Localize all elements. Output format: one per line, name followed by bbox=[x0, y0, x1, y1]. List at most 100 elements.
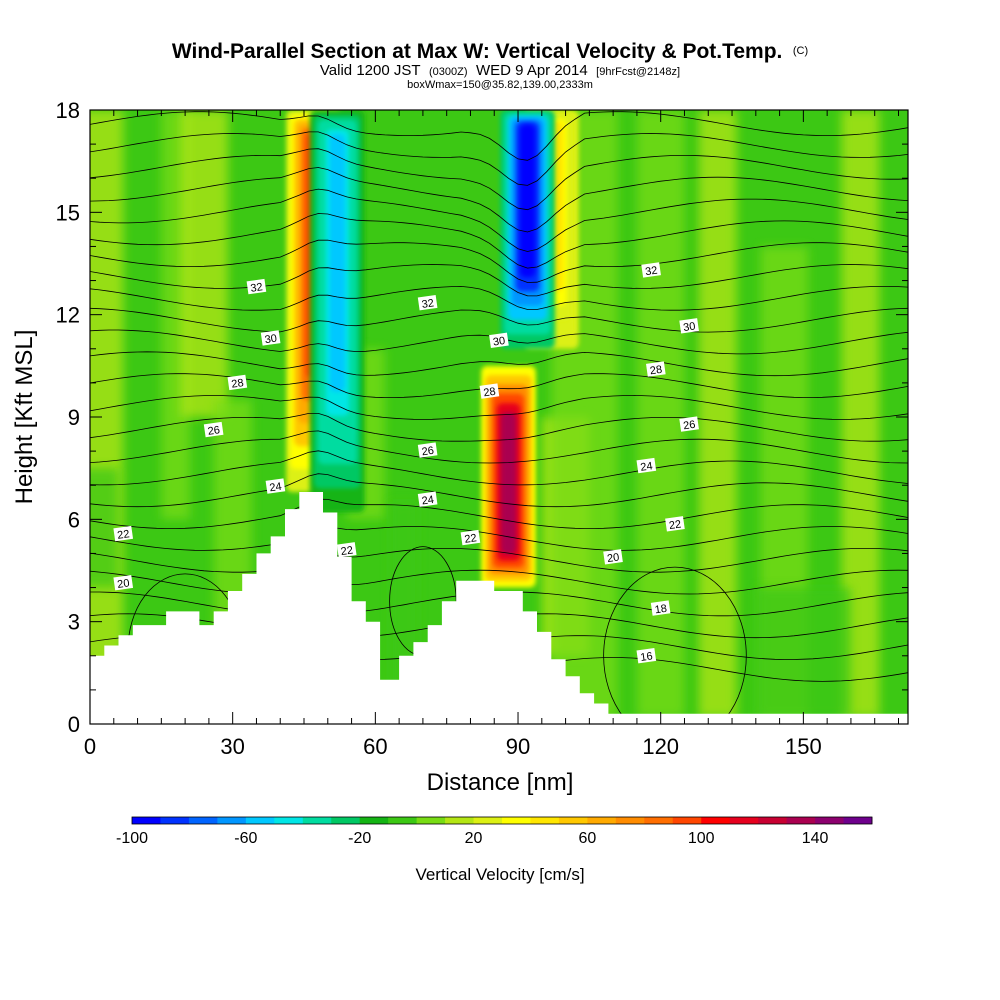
colorbar-swatch bbox=[217, 817, 247, 824]
theta-contour-line bbox=[90, 430, 908, 464]
theta-contour-line bbox=[90, 188, 908, 252]
terrain bbox=[90, 492, 908, 724]
contour-label: 32 bbox=[641, 262, 661, 278]
theta-contour-line bbox=[90, 351, 908, 377]
contour-label-text: 24 bbox=[421, 494, 435, 508]
contour-label-text: 22 bbox=[117, 528, 131, 542]
colorbar-tick-label: 140 bbox=[802, 830, 829, 847]
contour-label: 22 bbox=[460, 529, 481, 546]
colorbar: -100 -60 -20 20 60 100 140 bbox=[116, 816, 873, 847]
colorbar-swatch bbox=[331, 817, 361, 824]
contour-label-text: 26 bbox=[207, 424, 221, 438]
contour-label-text: 30 bbox=[492, 335, 506, 349]
contour-label-text: 18 bbox=[654, 603, 668, 617]
contour-label-box bbox=[679, 416, 699, 432]
y-tick-label: 12 bbox=[56, 303, 80, 328]
colorbar-tick-label: -20 bbox=[348, 830, 371, 847]
colorbar-tick-label: -60 bbox=[234, 830, 257, 847]
colorbar-swatch bbox=[587, 817, 617, 824]
chart-title-suffix: (C) bbox=[793, 45, 808, 57]
contour-label-text: 22 bbox=[668, 518, 682, 532]
colorbar-swatch bbox=[388, 817, 418, 824]
contour-label: 22 bbox=[113, 525, 134, 542]
theta-contour-loop bbox=[603, 566, 747, 724]
contour-label: 30 bbox=[260, 330, 281, 346]
colorbar-swatch bbox=[672, 817, 702, 824]
y-tick-label: 9 bbox=[68, 405, 80, 430]
contour-label-text: 22 bbox=[340, 544, 354, 558]
contour-label: 26 bbox=[417, 442, 438, 458]
contour-label: 30 bbox=[489, 332, 509, 349]
y-tick-label: 3 bbox=[68, 610, 80, 635]
contour-label: 28 bbox=[646, 361, 666, 377]
x-tick-label: 150 bbox=[785, 734, 822, 759]
colorbar-swatch bbox=[644, 817, 674, 824]
colorbar-swatch bbox=[786, 817, 816, 824]
y-axis-title: Height [Kft MSL] bbox=[11, 330, 38, 505]
theta-contour-line bbox=[90, 239, 908, 283]
colorbar-swatch bbox=[473, 817, 503, 824]
colorbar-swatch bbox=[160, 817, 190, 824]
colorbar-frame bbox=[131, 816, 873, 825]
colorbar-title: Vertical Velocity [cm/s] bbox=[415, 865, 584, 884]
contour-label: 20 bbox=[603, 549, 623, 565]
contour-label-text: 32 bbox=[250, 281, 264, 295]
theta-contours: 32 32 32 30 30 30 28 28 28 26 26 26 24 24 24 22 22 22 22 20… bbox=[90, 111, 908, 724]
downdraft-column bbox=[519, 124, 536, 278]
colorbar-swatch bbox=[729, 817, 759, 824]
contour-label: 30 bbox=[679, 318, 699, 334]
contour-label-text: 26 bbox=[682, 419, 696, 433]
x-tick-label: 90 bbox=[506, 734, 530, 759]
colorbar-swatch bbox=[530, 817, 560, 824]
texture-band bbox=[90, 110, 124, 718]
texture-band bbox=[180, 110, 228, 417]
contour-label: 26 bbox=[203, 421, 224, 438]
theta-contour-line bbox=[90, 548, 908, 573]
contour-label-box bbox=[203, 421, 224, 438]
downdraft-column bbox=[329, 134, 346, 392]
contour-label-text: 28 bbox=[649, 364, 663, 378]
contour-label-box bbox=[636, 648, 657, 664]
contour-label: 22 bbox=[665, 516, 685, 532]
contour-label: 28 bbox=[479, 383, 500, 400]
x-axis-title: Distance [nm] bbox=[427, 769, 574, 796]
colorbar-swatch bbox=[302, 817, 332, 824]
contour-label-text: 32 bbox=[644, 265, 658, 279]
contour-label-box bbox=[227, 374, 248, 391]
colorbar-swatch bbox=[502, 817, 531, 824]
contour-label-box bbox=[646, 361, 666, 377]
colorbar-swatch bbox=[445, 817, 474, 824]
theta-contour-line bbox=[90, 131, 908, 186]
contour-label-text: 32 bbox=[421, 297, 435, 311]
theta-contour-line bbox=[90, 307, 908, 333]
contour-label-box bbox=[417, 491, 438, 507]
contour-label-text: 24 bbox=[640, 460, 654, 474]
contour-label-text: 28 bbox=[483, 386, 497, 400]
subtitle-date: WED 9 Apr 2014 bbox=[476, 62, 588, 79]
subtitle-utc: (0300Z) bbox=[429, 66, 468, 78]
contour-label-box bbox=[113, 525, 134, 542]
contour-label-box bbox=[260, 330, 281, 346]
axes: 0 30 60 90 120 150 0 3 6 9 12 15 18 bbox=[56, 98, 908, 759]
colorbar-tick-label: -100 bbox=[116, 830, 148, 847]
contour-label-text: 20 bbox=[606, 551, 620, 565]
colorbar-tick-label: 60 bbox=[578, 830, 596, 847]
colorbar-tick-label: 100 bbox=[688, 830, 715, 847]
contour-label: 20 bbox=[113, 575, 134, 591]
contour-label-text: 30 bbox=[682, 320, 696, 334]
contour-label-box bbox=[246, 278, 267, 295]
chart-title: Wind-Parallel Section at Max W: Vertical… bbox=[172, 40, 808, 63]
theta-contour-line bbox=[90, 264, 908, 297]
chart-box-info: boxWmax=150@35.82,139.00,2333m bbox=[407, 79, 593, 91]
texture-band bbox=[90, 468, 119, 588]
contour-label-text: 24 bbox=[269, 481, 283, 495]
theta-contour-line bbox=[90, 525, 908, 551]
chart-title-main: Wind-Parallel Section at Max W: Vertical… bbox=[172, 40, 783, 63]
texture-band bbox=[636, 110, 685, 718]
theta-contour-line bbox=[90, 373, 908, 398]
contour-label: 16 bbox=[636, 648, 657, 664]
colorbar-swatch bbox=[701, 817, 731, 824]
colorbar-swatch bbox=[245, 817, 275, 824]
contour-label-box bbox=[417, 442, 438, 458]
